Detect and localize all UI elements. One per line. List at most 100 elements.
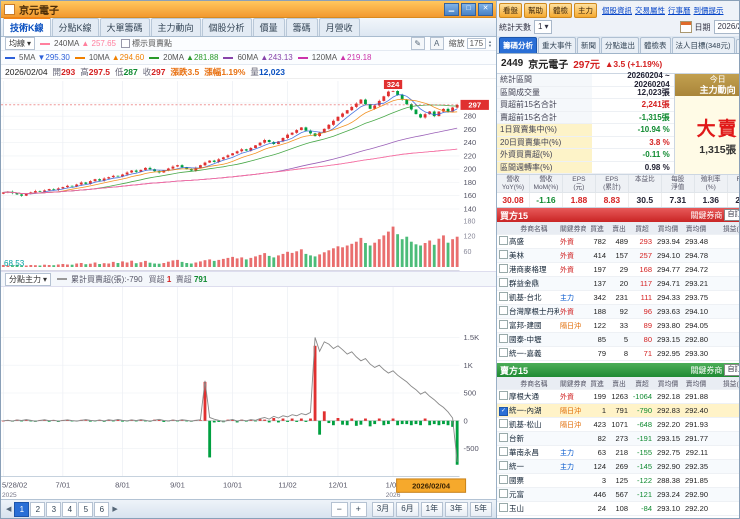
main-tab-5[interactable]: 個股分析 bbox=[201, 18, 252, 36]
page-button-2[interactable]: 2 bbox=[30, 501, 46, 517]
row-checkbox[interactable] bbox=[499, 278, 508, 288]
row-checkbox[interactable] bbox=[499, 236, 508, 246]
main-tab-7[interactable]: 籌碼 bbox=[285, 18, 318, 36]
close-icon[interactable]: ✕ bbox=[478, 2, 493, 16]
analysis-tab-7[interactable]: ETF bbox=[735, 39, 739, 53]
analysis-tab-3[interactable]: 新聞 bbox=[577, 37, 600, 53]
toolbar-button-3[interactable]: 體檢 bbox=[549, 3, 572, 18]
calendar-icon[interactable] bbox=[679, 21, 692, 33]
row-checkbox[interactable] bbox=[499, 292, 508, 302]
page-button-1[interactable]: 1 bbox=[14, 501, 30, 517]
row-checkbox[interactable] bbox=[499, 475, 508, 485]
row-checkbox[interactable] bbox=[499, 264, 508, 274]
toolbar-button-4[interactable]: 主力 bbox=[574, 3, 597, 18]
zoom-in-icon[interactable]: + bbox=[349, 501, 367, 517]
main-tab-6[interactable]: 價量 bbox=[252, 18, 285, 36]
minimize-icon[interactable]: ▁ bbox=[444, 2, 459, 16]
row-checkbox[interactable] bbox=[499, 503, 508, 513]
toolbar-link-4[interactable]: 到價提示 bbox=[693, 6, 724, 15]
row-checkbox[interactable] bbox=[499, 320, 508, 330]
page-button-4[interactable]: 4 bbox=[62, 501, 78, 517]
row-checkbox[interactable] bbox=[499, 419, 508, 429]
broker-group-select[interactable]: 分點主力 ▾ bbox=[5, 272, 52, 286]
page-button-3[interactable]: 3 bbox=[46, 501, 62, 517]
row-checkbox[interactable] bbox=[499, 391, 508, 401]
filter-select[interactable]: 自訂15 ▾ bbox=[724, 209, 739, 222]
row-checkbox[interactable] bbox=[499, 489, 508, 499]
zoom-out-icon[interactable]: − bbox=[330, 501, 348, 517]
broker-tag: 隔日沖 bbox=[560, 421, 581, 429]
candlestick-chart[interactable]: 3002802602402202001801601401801206032429… bbox=[1, 79, 495, 271]
analysis-tab-5[interactable]: 體檢表 bbox=[640, 37, 671, 53]
toolbar-link-3[interactable]: 行事曆 bbox=[668, 6, 691, 15]
spinner-arrows-icon[interactable]: ▲ ▼ bbox=[488, 38, 492, 48]
toolbar-link-2[interactable]: 交易屬性 bbox=[635, 6, 665, 15]
stat-days-select[interactable]: 1 ▾ bbox=[534, 20, 553, 34]
maximize-icon[interactable]: □ bbox=[461, 2, 476, 16]
analysis-tab-1[interactable]: 籌碼分析 bbox=[499, 37, 537, 53]
ma-style-select[interactable]: 均線 ▾ bbox=[5, 37, 36, 50]
range-button-3月[interactable]: 3月 bbox=[371, 501, 395, 517]
kbar-count-spinner[interactable]: 縮放 175 ▲ ▼ bbox=[448, 38, 492, 49]
range-button-5年[interactable]: 5年 bbox=[469, 501, 492, 517]
row-checkbox[interactable] bbox=[499, 334, 508, 344]
row-checkbox[interactable] bbox=[499, 461, 508, 471]
main-tab-1[interactable]: 技術K線 bbox=[3, 17, 51, 36]
main-tab-8[interactable]: 月營收 bbox=[318, 18, 360, 36]
main-tab-4[interactable]: 主力動向 bbox=[150, 18, 201, 36]
filter-label: 關鍵券商 bbox=[690, 365, 723, 375]
metric-value: 7.31 bbox=[662, 193, 695, 208]
toolbar-button-1[interactable]: 看盤 bbox=[499, 3, 522, 18]
date-select[interactable]: 2026/2/4 ▾ bbox=[713, 20, 739, 34]
text-tool-icon[interactable]: A bbox=[429, 37, 444, 50]
row-checkbox[interactable] bbox=[499, 433, 508, 443]
netbuy-chart[interactable]: 1.5K 1K 500 0 -500 5/28/02 2025 7/01 8/01 9/01 10/… bbox=[1, 287, 495, 499]
checkbox-icon[interactable] bbox=[120, 39, 130, 48]
main-tab-2[interactable]: 分點K線 bbox=[51, 18, 99, 36]
toolbar-button-2[interactable]: 幫助 bbox=[524, 3, 547, 18]
row-checkbox[interactable] bbox=[499, 348, 508, 358]
main-force-amount: 1,315張 bbox=[699, 143, 737, 156]
pencil-icon[interactable]: ✎ bbox=[410, 37, 425, 50]
toolbar-link-1[interactable]: 個股資訊 bbox=[602, 6, 632, 15]
row-checkbox[interactable] bbox=[499, 306, 508, 316]
page-button-6[interactable]: 6 bbox=[94, 501, 110, 517]
range-button-1年[interactable]: 1年 bbox=[420, 501, 444, 517]
show-signals-checkbox[interactable]: 標示買賣點 bbox=[120, 38, 172, 49]
page-button-5[interactable]: 5 bbox=[78, 501, 94, 517]
filter-select[interactable]: 自訂15 ▾ bbox=[724, 364, 739, 377]
row-checkbox[interactable] bbox=[499, 250, 508, 260]
row-checkbox[interactable]: ✓ bbox=[499, 407, 508, 417]
metric-header: EPS (累計) bbox=[595, 175, 629, 194]
page-prev-icon[interactable]: ◀ bbox=[6, 506, 12, 513]
row-checkbox[interactable] bbox=[499, 447, 508, 457]
analysis-tab-4[interactable]: 分點進出 bbox=[601, 37, 639, 53]
analysis-tab-2[interactable]: 重大事件 bbox=[538, 37, 576, 53]
range-button-6月[interactable]: 6月 bbox=[396, 501, 419, 517]
main-tab-3[interactable]: 大單籌碼 bbox=[99, 18, 150, 36]
kbar-count-value[interactable]: 175 bbox=[466, 38, 487, 49]
page-next-icon[interactable]: ▶ bbox=[112, 506, 118, 513]
analysis-tab-6[interactable]: 法人目標(348元) bbox=[671, 37, 735, 53]
metric-value: 30.5 bbox=[629, 193, 662, 208]
range-button-3年[interactable]: 3年 bbox=[445, 501, 468, 517]
svg-text:260: 260 bbox=[464, 125, 477, 134]
